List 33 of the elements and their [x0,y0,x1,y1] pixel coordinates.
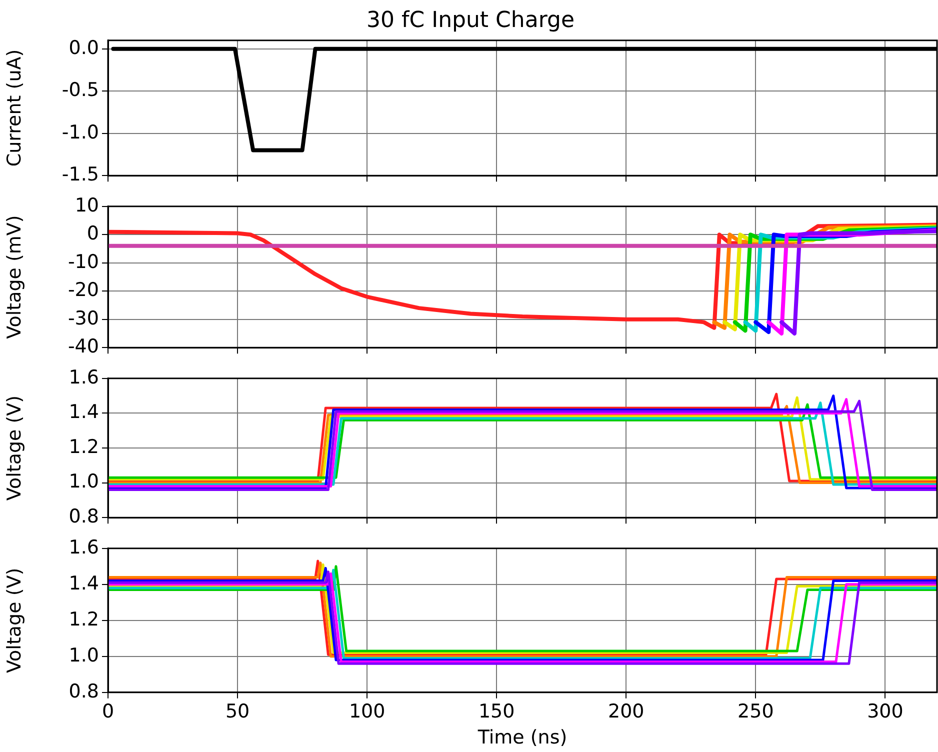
x-tick-label: 100 [348,700,386,723]
y-axis-title: Voltage (mV) [3,215,26,339]
x-tick-label: 150 [478,700,515,723]
y-axis-title: Current (uA) [3,49,26,167]
y-tick-label: -40 [68,336,99,358]
y-tick-label: -0.5 [62,79,99,102]
y-tick-label: 1.2 [68,608,99,630]
x-tick-label: 200 [608,700,644,723]
y-axis-title: Voltage (V) [3,395,26,501]
y-tick-label: -30 [68,307,99,330]
y-axis-title: Voltage (V) [3,568,26,673]
y-tick-label: 10 [74,194,99,216]
y-tick-label: 0.8 [68,506,99,528]
y-tick-label: 1.2 [68,436,99,458]
y-tick-label: 0 [86,222,99,245]
x-tick-label: 50 [225,700,250,723]
y-tick-label: 1.6 [68,366,99,388]
x-axis-title: Time (ns) [476,726,568,749]
y-tick-label: 1.4 [68,401,99,424]
y-tick-label: 1.0 [68,470,99,493]
x-tick-label: 0 [102,700,114,723]
chart-title: 30 fC Input Charge [366,8,574,33]
x-tick-label: 250 [738,700,774,723]
y-tick-label: -20 [68,279,99,302]
y-tick-label: 1.6 [68,536,99,558]
y-tick-label: 1.0 [68,644,99,666]
x-tick-label: 300 [867,700,904,723]
y-tick-label: 0.0 [68,36,99,59]
y-tick-label: -1.5 [62,164,99,186]
y-tick-label: -1.0 [62,121,99,144]
y-tick-label: 1.4 [68,572,99,594]
y-tick-label: -10 [68,250,99,273]
y-tick-label: 0.8 [68,680,99,702]
